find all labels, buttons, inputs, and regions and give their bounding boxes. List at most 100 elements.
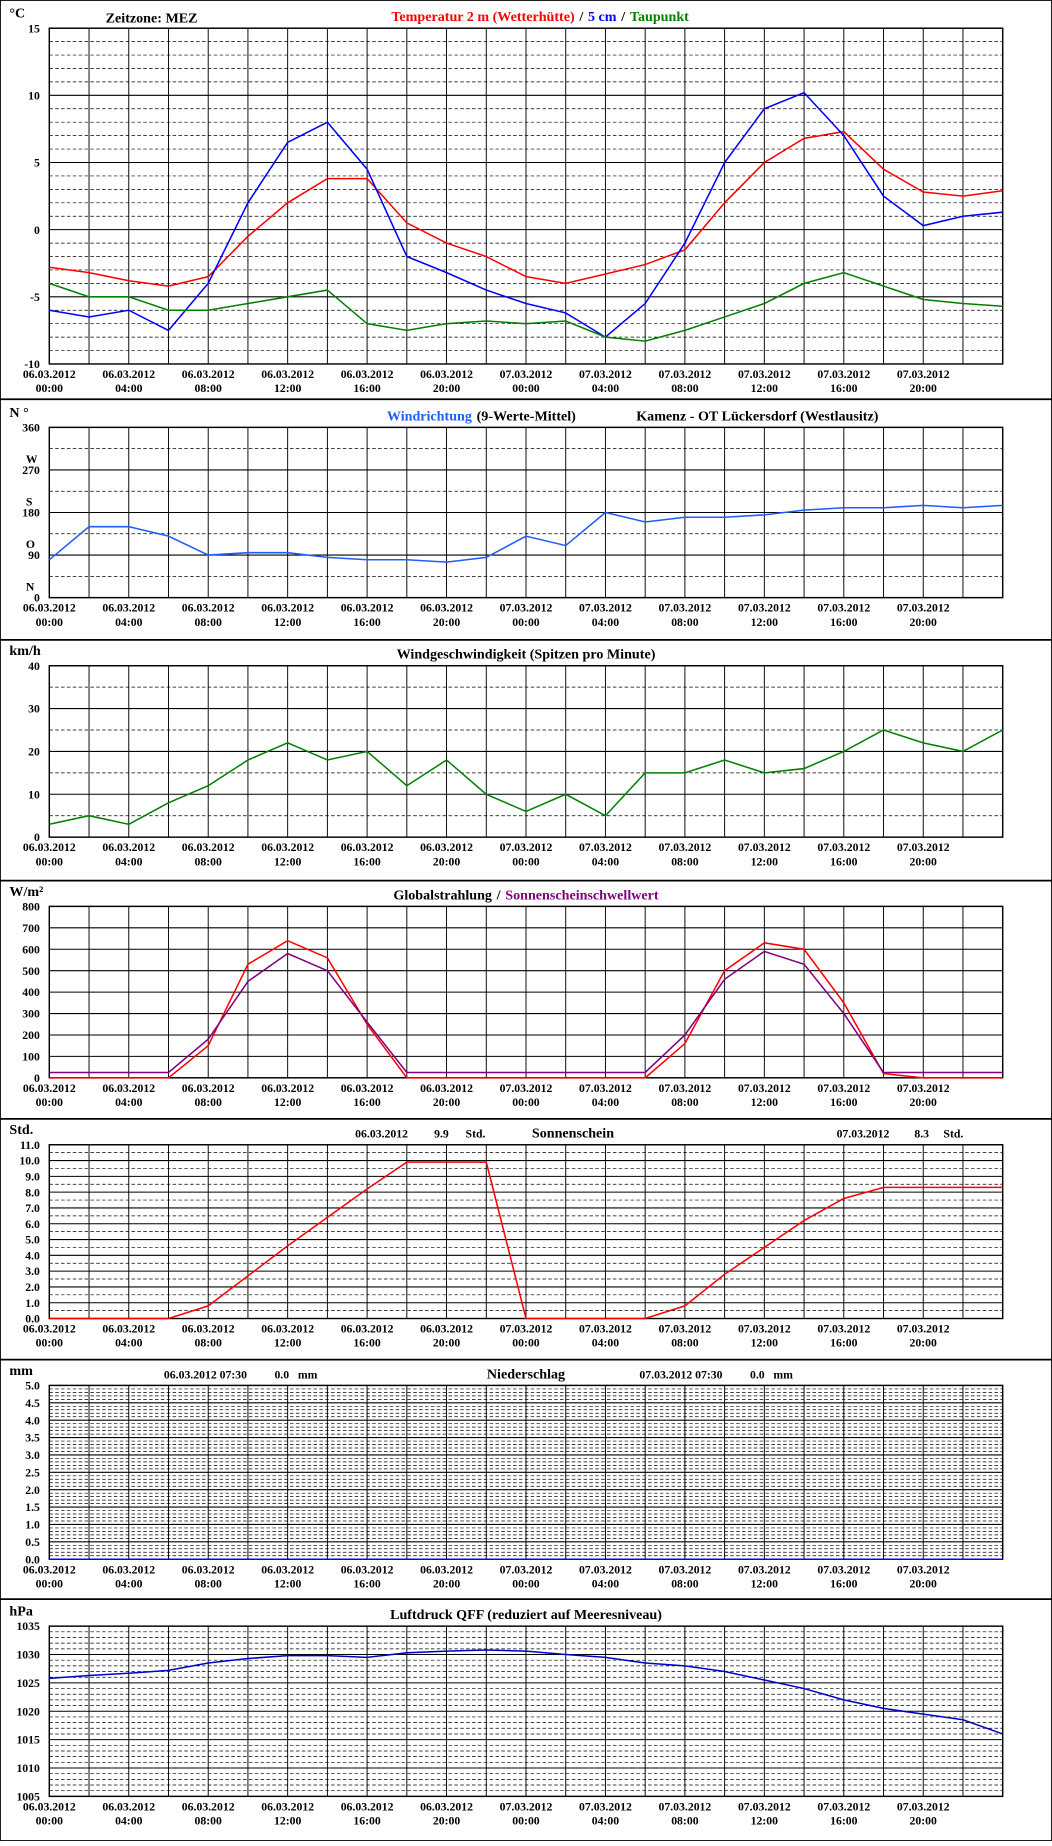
legend-entry: Taupunkt (630, 9, 689, 25)
x-tick-label: 06.03.2012 08:00 (182, 841, 235, 868)
x-tick-label: 06.03.2012 16:00 (341, 1563, 394, 1590)
annotation-total: 0.0 (750, 1368, 765, 1381)
x-tick-label: 06.03.2012 16:00 (341, 602, 394, 629)
x-tick-label: 06.03.2012 04:00 (102, 368, 155, 395)
y-tick-label: 11.0 (20, 1139, 40, 1152)
x-tick-label: 06.03.2012 08:00 (182, 368, 235, 395)
x-tick-label: 06.03.2012 08:00 (182, 602, 235, 629)
chart-title: Luftdruck QFF (reduziert auf Meeresnivea… (390, 1607, 662, 1623)
chart-title: Sonnenschein (532, 1126, 614, 1142)
x-tick-label: 06.03.2012 08:00 (182, 1563, 235, 1590)
y-tick-label: 1035 (16, 1620, 40, 1633)
x-tick-label: 06.03.2012 20:00 (420, 1082, 473, 1109)
x-tick-label: 07.03.2012 12:00 (738, 1563, 791, 1590)
y-tick-label: 90 (28, 549, 40, 562)
y-tick-label: 2.0 (25, 1281, 40, 1294)
x-tick-label: 06.03.2012 20:00 (420, 602, 473, 629)
annotation-unit: mm (298, 1368, 318, 1381)
y-tick-label: 1.0 (25, 1519, 40, 1532)
x-tick-label: 07.03.2012 20:00 (897, 368, 950, 395)
x-tick-label: 07.03.2012 00:00 (500, 602, 553, 629)
x-tick-label: 07.03.2012 04:00 (579, 1800, 632, 1827)
annotation-total: 0.0 (274, 1368, 289, 1381)
x-tick-label: 07.03.2012 16:00 (817, 1563, 870, 1590)
x-tick-label: 07.03.2012 00:00 (500, 1323, 553, 1350)
y-tick-label: 180 (22, 507, 40, 520)
x-tick-label: 06.03.2012 16:00 (341, 841, 394, 868)
y-tick-label: 0 (34, 831, 40, 844)
x-tick-label: 06.03.2012 12:00 (261, 1800, 314, 1827)
y-tick-label: 9.0 (25, 1170, 40, 1183)
x-tick-label: 07.03.2012 08:00 (658, 1082, 711, 1109)
legend-entry: Globalstrahlung (393, 887, 492, 903)
y-tick-label: 100 (22, 1051, 40, 1064)
y-tick-label: 0.0 (25, 1553, 40, 1566)
y-tick-label: 4.0 (25, 1414, 40, 1427)
direction-label: W (26, 453, 38, 466)
series-line (49, 939, 1003, 1079)
plot-border (48, 1625, 1004, 1798)
y-axis-label: Std. (9, 1122, 33, 1138)
y-tick-label: 20 (28, 746, 40, 759)
x-tick-label: 06.03.2012 08:00 (182, 1323, 235, 1350)
x-tick-label: 06.03.2012 16:00 (341, 1800, 394, 1827)
x-tick-label: 07.03.2012 00:00 (500, 368, 553, 395)
y-tick-label: 0.0 (25, 1313, 40, 1326)
y-tick-label: 270 (22, 464, 40, 477)
x-tick-label: 06.03.2012 00:00 (23, 1800, 76, 1827)
legend-entry: 5 cm (588, 9, 617, 25)
x-tick-label: 06.03.2012 00:00 (23, 1082, 76, 1109)
y-axis-label: °C (9, 6, 25, 22)
annotation-unit: Std. (943, 1128, 963, 1141)
legend-entry: Windrichtung (387, 408, 472, 424)
note: Zeitzone: MEZ (106, 10, 198, 26)
x-tick-label: 07.03.2012 08:00 (658, 368, 711, 395)
y-tick-label: 200 (22, 1029, 40, 1042)
direction-label: S (26, 495, 33, 508)
x-tick-label: 07.03.2012 16:00 (817, 1323, 870, 1350)
x-tick-label: 07.03.2012 16:00 (817, 841, 870, 868)
x-tick-label: 07.03.2012 16:00 (817, 368, 870, 395)
annotation-total: 8.3 (914, 1128, 929, 1141)
y-tick-label: 10 (28, 788, 40, 801)
y-axis-label: hPa (9, 1604, 32, 1620)
x-tick-label: 06.03.2012 12:00 (261, 1082, 314, 1109)
x-tick-label: 07.03.2012 12:00 (738, 1082, 791, 1109)
y-tick-label: 30 (28, 703, 40, 716)
plot-border (48, 27, 1004, 365)
series-line (49, 1161, 1003, 1320)
annotation-date: 06.03.2012 07:30 (164, 1368, 247, 1381)
y-tick-label: 10 (28, 89, 40, 102)
y-tick-label: 800 (22, 901, 40, 914)
y-tick-label: 3.0 (25, 1265, 40, 1278)
legend-separator: / (496, 887, 502, 903)
x-tick-label: 07.03.2012 12:00 (738, 1800, 791, 1827)
x-tick-label: 07.03.2012 04:00 (579, 1323, 632, 1350)
y-tick-label: 500 (22, 965, 40, 978)
y-tick-label: 5.0 (25, 1380, 40, 1393)
y-tick-label: 4.0 (25, 1249, 40, 1262)
chart-title: Niederschlag (487, 1366, 565, 1382)
y-tick-label: 8.0 (25, 1186, 40, 1199)
x-tick-label: 06.03.2012 04:00 (102, 1800, 155, 1827)
x-tick-label: 07.03.2012 04:00 (579, 368, 632, 395)
x-tick-label: 06.03.2012 20:00 (420, 368, 473, 395)
x-tick-label: 07.03.2012 20:00 (897, 1563, 950, 1590)
x-tick-label: 06.03.2012 12:00 (261, 1563, 314, 1590)
legend-entry: Sonnenscheinschwellwert (505, 887, 659, 903)
y-tick-label: 4.5 (25, 1397, 40, 1410)
y-tick-label: 1010 (16, 1762, 40, 1775)
y-tick-label: 1025 (16, 1677, 40, 1690)
y-tick-label: 1.5 (25, 1501, 40, 1514)
y-tick-label: 40 (28, 660, 40, 673)
y-tick-label: 10.0 (19, 1155, 40, 1168)
x-tick-label: 07.03.2012 08:00 (658, 1563, 711, 1590)
y-tick-label: 360 (22, 421, 40, 434)
annotation-unit: Std. (466, 1128, 486, 1141)
y-tick-label: 300 (22, 1008, 40, 1021)
chart-title: Windgeschwindigkeit (Spitzen pro Minute) (397, 647, 656, 663)
y-tick-label: 1015 (16, 1734, 40, 1747)
x-tick-label: 07.03.2012 20:00 (897, 1800, 950, 1827)
x-tick-label: 06.03.2012 12:00 (261, 368, 314, 395)
x-tick-label: 06.03.2012 04:00 (102, 1563, 155, 1590)
